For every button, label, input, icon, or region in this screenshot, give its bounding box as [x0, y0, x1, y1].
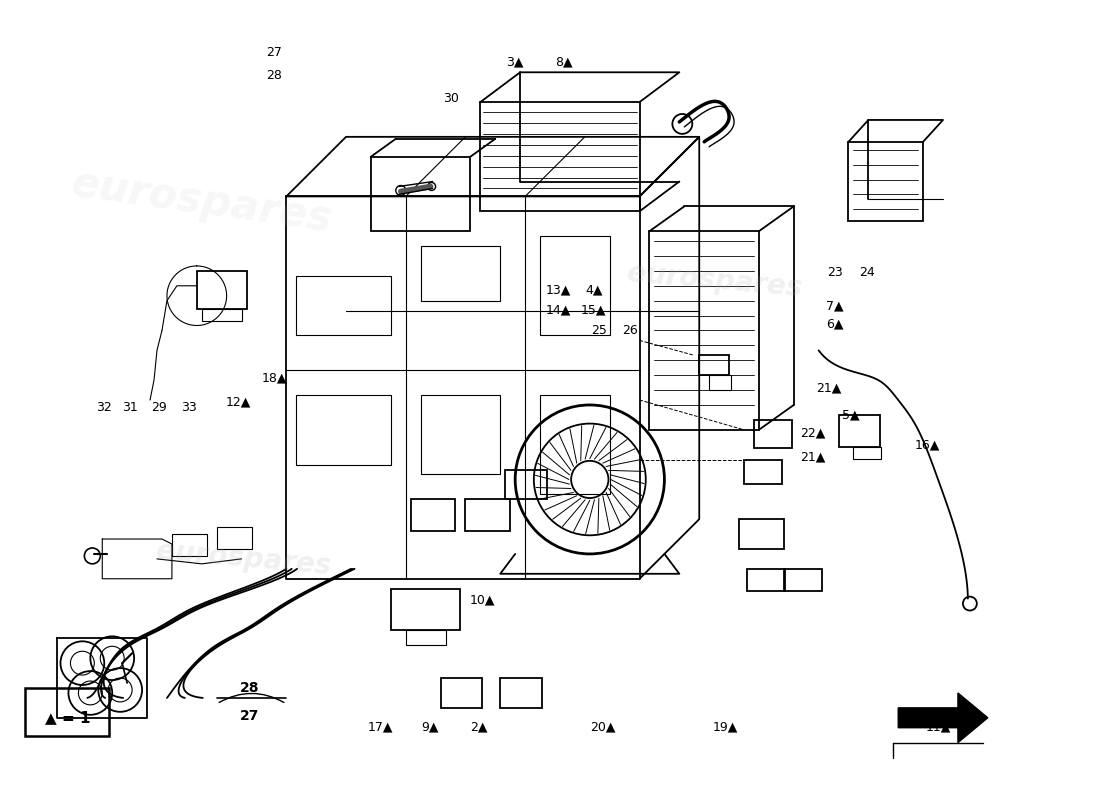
Bar: [505, 470, 547, 499]
Text: 11▲: 11▲: [926, 721, 952, 734]
Bar: [217, 527, 252, 549]
Bar: [296, 395, 390, 465]
Bar: [172, 534, 207, 556]
Text: 4▲: 4▲: [585, 284, 603, 297]
Bar: [406, 630, 446, 646]
Text: 28: 28: [266, 70, 282, 82]
Bar: [838, 415, 880, 446]
Bar: [390, 589, 461, 630]
Text: 13▲: 13▲: [546, 284, 571, 297]
Bar: [744, 459, 782, 485]
Bar: [24, 688, 109, 736]
Text: 26: 26: [621, 324, 638, 338]
Bar: [481, 102, 639, 211]
Text: 8▲: 8▲: [556, 55, 573, 68]
Text: 20▲: 20▲: [590, 721, 615, 734]
Bar: [754, 420, 792, 448]
Bar: [784, 569, 822, 590]
Text: 5▲: 5▲: [843, 409, 860, 422]
Bar: [540, 395, 609, 494]
Bar: [500, 678, 542, 708]
Bar: [710, 375, 732, 390]
Text: 27: 27: [240, 709, 260, 722]
Text: eurospares: eurospares: [68, 162, 336, 241]
Text: eurospares: eurospares: [155, 538, 332, 581]
Bar: [747, 569, 784, 590]
Bar: [700, 355, 729, 375]
Text: 2▲: 2▲: [470, 721, 487, 734]
Text: 15▲: 15▲: [581, 303, 606, 317]
Text: 32: 32: [96, 402, 111, 414]
Text: 12▲: 12▲: [226, 395, 251, 408]
Text: 21▲: 21▲: [816, 382, 842, 394]
Text: 27: 27: [266, 46, 282, 58]
Text: 21▲: 21▲: [800, 450, 825, 463]
Bar: [540, 236, 609, 335]
Bar: [371, 157, 471, 231]
Bar: [201, 309, 242, 321]
Text: 9▲: 9▲: [421, 721, 439, 734]
Text: 17▲: 17▲: [367, 721, 393, 734]
Text: 16▲: 16▲: [915, 438, 940, 452]
Bar: [848, 142, 923, 222]
Text: 33: 33: [182, 402, 197, 414]
Bar: [854, 446, 881, 458]
Text: 30: 30: [443, 92, 460, 105]
Bar: [296, 276, 390, 335]
Bar: [649, 231, 759, 430]
Text: ▲ = 1: ▲ = 1: [45, 710, 90, 726]
Text: 10▲: 10▲: [470, 594, 495, 606]
Text: 7▲: 7▲: [826, 300, 844, 313]
Bar: [197, 271, 246, 309]
Text: 28: 28: [240, 681, 260, 695]
Bar: [441, 678, 482, 708]
Bar: [739, 519, 784, 549]
Text: 29: 29: [152, 402, 167, 414]
Text: eurospares: eurospares: [626, 259, 803, 302]
Polygon shape: [899, 693, 988, 742]
Bar: [420, 246, 500, 301]
Text: 22▲: 22▲: [800, 426, 825, 440]
Text: 24: 24: [859, 266, 876, 279]
Bar: [465, 499, 510, 531]
Text: 31: 31: [122, 402, 138, 414]
Text: 25: 25: [592, 324, 607, 338]
Text: 14▲: 14▲: [546, 303, 571, 317]
Text: 19▲: 19▲: [713, 721, 738, 734]
Text: 6▲: 6▲: [826, 318, 844, 331]
Text: 23: 23: [827, 266, 843, 279]
Bar: [420, 395, 500, 474]
Bar: [410, 499, 455, 531]
Text: 18▲: 18▲: [262, 371, 287, 384]
Text: 3▲: 3▲: [506, 55, 524, 68]
